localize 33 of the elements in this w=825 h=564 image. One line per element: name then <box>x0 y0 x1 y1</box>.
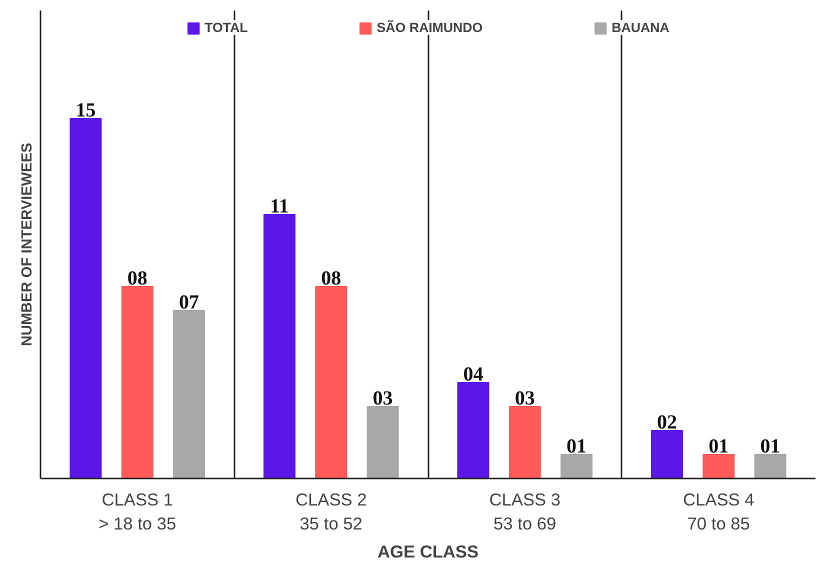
data-label: 01 <box>566 436 587 458</box>
data-label: 15 <box>76 100 96 122</box>
data-label: 11 <box>270 196 289 218</box>
y-axis-title: NUMBER OF INTERVIEWEES <box>20 142 36 346</box>
bar <box>702 454 735 478</box>
data-label: 02 <box>656 412 677 434</box>
data-label: 04 <box>463 364 484 386</box>
bar <box>70 118 102 478</box>
legend-label: BAUANA <box>612 20 670 35</box>
x-axis-title: AGE CLASS <box>377 542 479 562</box>
legend-label: TOTAL <box>204 20 248 35</box>
bar <box>366 406 399 478</box>
legend-label: SÃO RAIMUNDO <box>376 20 483 35</box>
x-tick-label: CLASS 1 > 18 to 35 <box>98 490 176 534</box>
data-label: 01 <box>760 436 780 458</box>
bar <box>173 310 206 478</box>
data-label: 03 <box>514 388 535 410</box>
data-label: 07 <box>179 292 200 314</box>
data-label: 08 <box>127 268 148 290</box>
x-tick-label: CLASS 4 70 to 85 <box>682 490 755 534</box>
bar <box>754 454 786 478</box>
data-label: 08 <box>321 268 342 290</box>
bar <box>650 430 683 478</box>
bar <box>457 382 490 478</box>
data-label: 01 <box>708 436 729 458</box>
bar <box>508 406 541 478</box>
x-tick-label: CLASS 3 53 to 69 <box>489 490 561 534</box>
bar <box>560 454 593 478</box>
bar <box>121 286 154 478</box>
data-label: 03 <box>372 388 393 410</box>
x-tick-label: CLASS 2 35 to 52 <box>295 490 367 534</box>
bar <box>263 214 296 478</box>
bar <box>315 286 348 478</box>
